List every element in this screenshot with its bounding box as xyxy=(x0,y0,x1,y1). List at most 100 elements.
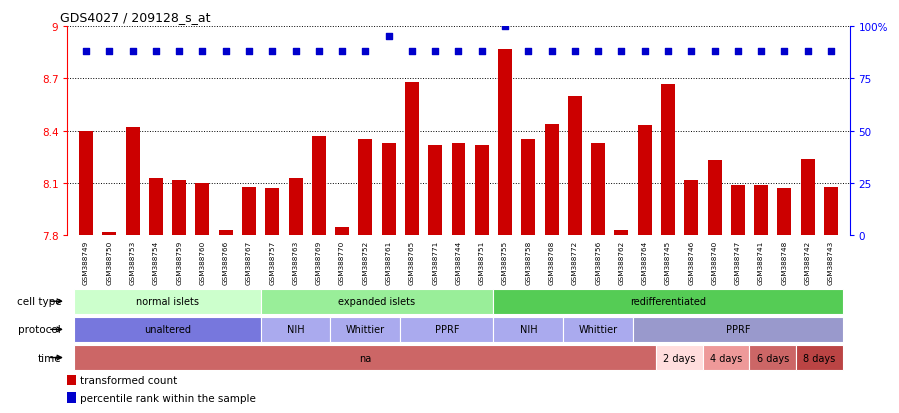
Bar xyxy=(592,144,605,236)
Bar xyxy=(289,178,303,236)
Bar xyxy=(778,189,791,236)
Text: 2 days: 2 days xyxy=(663,353,696,363)
Point xyxy=(381,34,396,40)
Point xyxy=(777,49,792,55)
Text: GSM388753: GSM388753 xyxy=(129,240,136,284)
Text: na: na xyxy=(360,353,371,363)
Bar xyxy=(75,317,261,342)
Bar xyxy=(265,189,280,236)
Text: GSM388752: GSM388752 xyxy=(362,240,369,284)
Text: time: time xyxy=(38,353,61,363)
Bar xyxy=(801,159,814,236)
Point xyxy=(335,49,350,55)
Bar xyxy=(261,317,331,342)
Text: GSM388750: GSM388750 xyxy=(106,240,112,284)
Text: PPRF: PPRF xyxy=(725,325,750,335)
Point xyxy=(823,49,838,55)
Point xyxy=(428,49,442,55)
Bar xyxy=(335,227,349,236)
Bar xyxy=(564,317,633,342)
Text: GSM388756: GSM388756 xyxy=(595,240,601,284)
Bar xyxy=(428,145,442,236)
Text: GSM388765: GSM388765 xyxy=(409,240,415,284)
Point xyxy=(405,49,419,55)
Point xyxy=(731,49,745,55)
Point xyxy=(708,49,722,55)
Text: 6 days: 6 days xyxy=(757,353,788,363)
Text: GSM388762: GSM388762 xyxy=(619,240,625,284)
Text: GSM388760: GSM388760 xyxy=(200,240,206,284)
Text: GSM388749: GSM388749 xyxy=(83,240,89,284)
Text: GSM388767: GSM388767 xyxy=(246,240,252,284)
Bar xyxy=(521,140,535,236)
Bar xyxy=(382,144,396,236)
Text: GSM388759: GSM388759 xyxy=(176,240,182,284)
Bar xyxy=(195,183,209,236)
Text: transformed count: transformed count xyxy=(80,375,177,385)
Point xyxy=(289,49,303,55)
Text: GSM388747: GSM388747 xyxy=(734,240,741,284)
Bar xyxy=(824,187,838,236)
Point xyxy=(195,49,209,55)
Bar xyxy=(614,230,628,236)
Bar xyxy=(261,289,494,314)
Point xyxy=(79,49,93,55)
Bar xyxy=(79,131,93,236)
Point xyxy=(218,49,233,55)
Text: GSM388758: GSM388758 xyxy=(525,240,531,284)
Bar xyxy=(684,180,699,236)
Point xyxy=(614,49,628,55)
Point xyxy=(637,49,652,55)
Point xyxy=(661,49,675,55)
Bar xyxy=(102,233,116,236)
Point xyxy=(545,49,559,55)
Point xyxy=(754,49,769,55)
Text: GSM388746: GSM388746 xyxy=(689,240,694,284)
Bar xyxy=(661,84,675,236)
Text: GSM388742: GSM388742 xyxy=(805,240,811,284)
Bar xyxy=(359,140,372,236)
Point xyxy=(148,49,163,55)
Bar xyxy=(405,83,419,236)
Point xyxy=(242,49,256,55)
Bar xyxy=(731,185,744,236)
Point xyxy=(358,49,372,55)
Text: PPRF: PPRF xyxy=(434,325,459,335)
Text: Whittier: Whittier xyxy=(346,325,385,335)
Bar xyxy=(75,289,261,314)
Bar xyxy=(796,345,842,370)
Bar xyxy=(754,185,768,236)
Bar xyxy=(451,144,466,236)
Text: GSM388741: GSM388741 xyxy=(758,240,764,284)
Bar xyxy=(312,137,325,236)
Bar xyxy=(400,317,494,342)
Bar xyxy=(218,230,233,236)
Text: cell type: cell type xyxy=(16,297,61,306)
Point xyxy=(498,24,512,30)
Text: GSM388748: GSM388748 xyxy=(781,240,788,284)
Bar xyxy=(331,317,400,342)
Text: 8 days: 8 days xyxy=(803,353,835,363)
Bar xyxy=(656,345,703,370)
Text: GSM388751: GSM388751 xyxy=(479,240,485,284)
Text: GSM388740: GSM388740 xyxy=(711,240,717,284)
Bar xyxy=(67,392,76,403)
Bar xyxy=(637,126,652,236)
Point xyxy=(800,49,814,55)
Bar xyxy=(568,97,582,236)
Text: GSM388768: GSM388768 xyxy=(548,240,555,284)
Bar xyxy=(708,161,722,236)
Text: GDS4027 / 209128_s_at: GDS4027 / 209128_s_at xyxy=(59,11,210,24)
Text: GSM388764: GSM388764 xyxy=(642,240,647,284)
Bar xyxy=(703,345,750,370)
Text: GSM388743: GSM388743 xyxy=(828,240,834,284)
Point xyxy=(451,49,466,55)
Point xyxy=(567,49,582,55)
Point xyxy=(102,49,117,55)
Text: GSM388766: GSM388766 xyxy=(223,240,228,284)
Text: protocol: protocol xyxy=(18,325,61,335)
Bar xyxy=(67,375,76,385)
Text: GSM388769: GSM388769 xyxy=(316,240,322,284)
Text: GSM388745: GSM388745 xyxy=(665,240,671,284)
Point xyxy=(172,49,186,55)
